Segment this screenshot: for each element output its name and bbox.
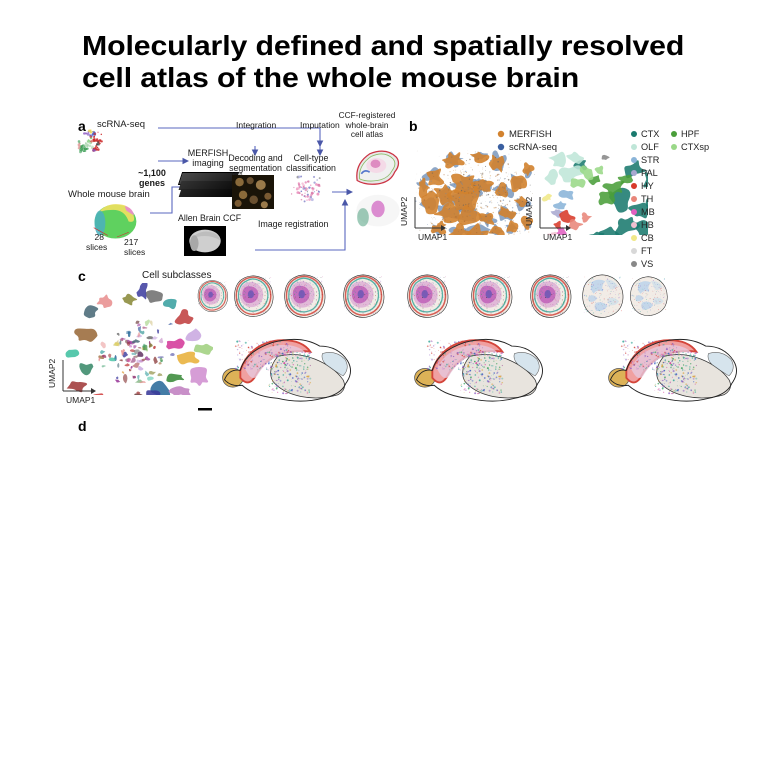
svg-text:UMAP1: UMAP1: [66, 395, 96, 405]
svg-text:UMAP2: UMAP2: [47, 358, 57, 388]
